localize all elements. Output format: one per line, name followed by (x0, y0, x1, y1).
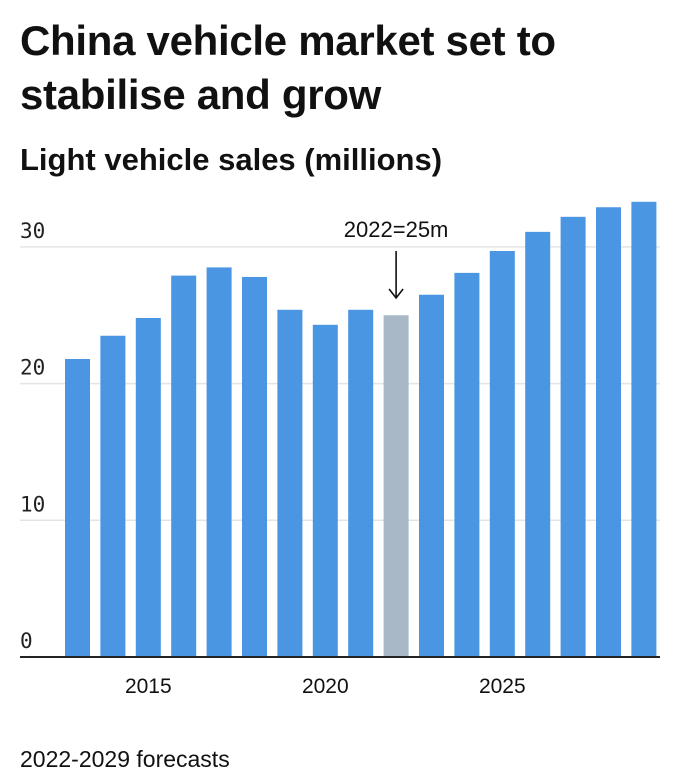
bar-2027 (560, 216, 586, 658)
bar-2021 (348, 309, 374, 657)
x-tick-label: 2015 (125, 675, 172, 698)
footnote: 2022-2029 forecasts (20, 746, 230, 772)
bar-chart: 0 10 20 30 2015 2020 2025 2022=25m (20, 201, 660, 698)
y-tick-label: 0 (20, 629, 33, 653)
bar-2018 (242, 276, 267, 657)
bar-2025 (489, 251, 515, 657)
bar-2016 (171, 275, 197, 657)
bar-2022 (383, 315, 409, 657)
annotation-label: 2022=25m (344, 217, 449, 242)
bar-2029 (631, 201, 657, 657)
bar-2023 (419, 294, 444, 657)
bar-2028 (596, 207, 621, 657)
y-tick-label: 30 (20, 219, 45, 243)
bar-2024 (454, 272, 480, 657)
chart-subtitle: Light vehicle sales (millions) (20, 142, 443, 177)
bar-2017 (206, 267, 232, 657)
y-tick-label: 10 (20, 492, 45, 516)
bar-2013 (65, 358, 90, 657)
y-tick-label: 20 (20, 356, 45, 380)
chart-title: China vehicle market set to stabilise an… (20, 17, 556, 118)
bar-2019 (277, 309, 303, 657)
bar-2015 (135, 317, 161, 657)
x-tick-label: 2020 (302, 675, 349, 698)
bar-2026 (525, 231, 551, 657)
bar-2020 (312, 324, 338, 657)
bar-2014 (100, 335, 126, 657)
x-tick-label: 2025 (479, 675, 526, 698)
annotation-arrow-head (388, 288, 404, 300)
